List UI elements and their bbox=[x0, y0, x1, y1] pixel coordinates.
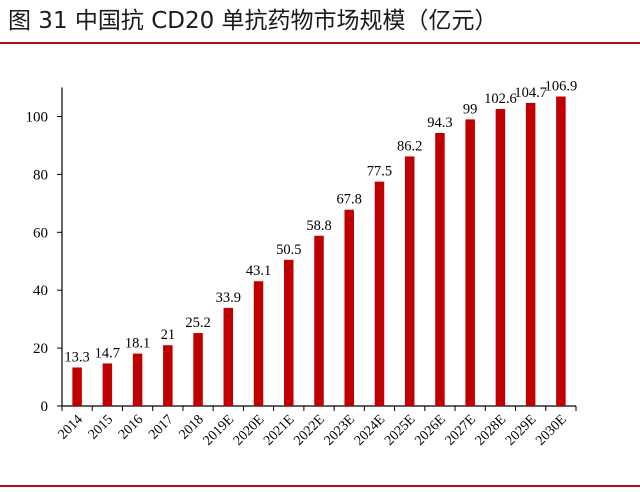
bar bbox=[495, 108, 506, 407]
bar bbox=[253, 281, 264, 406]
data-label: 13.3 bbox=[64, 349, 89, 365]
x-tick-label: 2030E bbox=[533, 412, 569, 448]
bar bbox=[223, 307, 234, 406]
y-tick-label: 100 bbox=[26, 110, 49, 126]
y-axis: 0 20 40 60 80 100 bbox=[26, 87, 63, 415]
bar bbox=[132, 353, 143, 406]
x-tick-label: 2027E bbox=[443, 412, 479, 448]
data-label: 86.2 bbox=[397, 138, 422, 154]
data-label: 14.7 bbox=[95, 345, 120, 361]
bar bbox=[435, 133, 445, 406]
data-label: 106.9 bbox=[545, 79, 578, 95]
data-label: 25.2 bbox=[185, 315, 210, 331]
data-label: 33.9 bbox=[216, 290, 241, 306]
x-tick-label: 2026E bbox=[412, 412, 448, 448]
data-label: 104.7 bbox=[514, 85, 547, 101]
title-divider bbox=[0, 42, 640, 44]
data-label: 102.6 bbox=[484, 91, 517, 107]
y-tick-label: 80 bbox=[33, 167, 48, 183]
x-tick-label: 2029E bbox=[503, 412, 539, 448]
bar bbox=[404, 156, 415, 406]
x-tick-label: 2020E bbox=[231, 412, 267, 448]
x-tick-label: 2025E bbox=[382, 412, 418, 448]
data-label: 99 bbox=[463, 101, 478, 117]
bar bbox=[314, 235, 324, 406]
data-label: 67.8 bbox=[337, 192, 362, 208]
bar bbox=[374, 181, 385, 406]
bar-chart: 0 20 40 60 80 100 2014 2015 2016 2017 20182019E20… bbox=[26, 79, 578, 449]
data-label: 58.8 bbox=[306, 218, 331, 234]
x-tick-label: 2023E bbox=[322, 412, 358, 448]
x-tick-label: 2016 bbox=[116, 412, 146, 442]
data-label: 94.3 bbox=[427, 115, 452, 131]
x-tick-label: 2021E bbox=[261, 412, 297, 448]
data-label: 18.1 bbox=[125, 336, 150, 352]
x-tick-label: 2024E bbox=[352, 412, 388, 448]
bar bbox=[102, 363, 113, 406]
x-tick-label: 2015 bbox=[86, 412, 116, 442]
data-label: 77.5 bbox=[367, 164, 392, 180]
x-tick-label: 2022E bbox=[291, 412, 327, 448]
x-axis: 2014 2015 2016 2017 20182019E2020E2021E2022E… bbox=[56, 405, 577, 449]
x-tick-label: 2028E bbox=[473, 412, 509, 448]
data-labels: 13.3 14.7 18.1 21 25.2 33.9 43.1 50.5 58.8 67.8 77… bbox=[64, 79, 577, 366]
x-tick-label: 2017 bbox=[146, 412, 176, 442]
bar bbox=[284, 259, 294, 406]
bar-series bbox=[72, 96, 566, 407]
y-tick-label: 20 bbox=[33, 341, 48, 357]
y-tick-label: 40 bbox=[33, 283, 48, 299]
bar bbox=[525, 102, 536, 407]
bar bbox=[344, 209, 354, 406]
bar bbox=[72, 367, 82, 406]
chart-title: 图 31 中国抗 CD20 单抗药物市场规模（亿元） bbox=[8, 8, 498, 34]
data-label: 50.5 bbox=[276, 242, 301, 258]
bar bbox=[193, 333, 203, 406]
data-label: 43.1 bbox=[246, 263, 271, 279]
x-tick-label: 2014 bbox=[56, 412, 86, 442]
bar bbox=[465, 119, 475, 407]
data-label: 21 bbox=[161, 327, 176, 343]
y-tick-label: 60 bbox=[33, 225, 48, 241]
bottom-divider bbox=[0, 485, 640, 487]
bar bbox=[163, 345, 173, 406]
bar bbox=[556, 96, 566, 406]
y-tick-label: 0 bbox=[41, 399, 49, 415]
x-tick-label: 2019E bbox=[201, 412, 237, 448]
